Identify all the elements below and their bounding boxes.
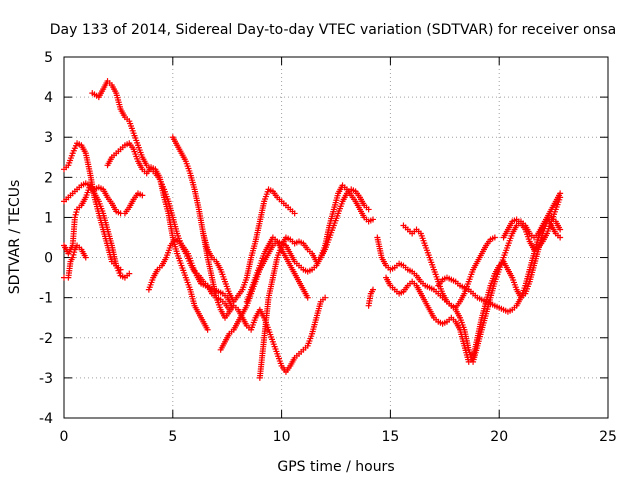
series-trace-markers: [501, 196, 563, 252]
series-trace-markers: [62, 184, 131, 280]
series-trace-9: [200, 186, 298, 305]
series-trace-8: [169, 134, 329, 375]
x-tick-labels: 0 5 10 15 20 25: [60, 429, 617, 445]
series-trace-4: [61, 242, 89, 281]
y-tick-label: -3: [39, 371, 53, 387]
y-tick-label: -4: [39, 411, 53, 427]
y-tick-label: 4: [44, 90, 53, 106]
gridlines: [64, 57, 608, 418]
series-trace-markers: [65, 244, 88, 279]
y-tick-label: -2: [39, 331, 53, 347]
x-axis-label: GPS time / hours: [277, 459, 394, 475]
series-trace-6: [104, 140, 211, 333]
series-trace-1: [61, 140, 124, 273]
series-trace-markers: [366, 288, 375, 307]
y-tick-labels: -4 -3 -2 -1 0 1 2 3 4 5: [39, 50, 53, 427]
y-tick-label: 1: [44, 210, 53, 226]
axis-ticks: [63, 56, 609, 419]
x-tick-label: 10: [273, 429, 291, 445]
y-tick-label: 0: [44, 251, 53, 267]
y-tick-label: 3: [44, 130, 53, 146]
data-points: [61, 78, 564, 381]
y-tick-label: -1: [39, 291, 53, 307]
series-trace-markers: [105, 141, 210, 331]
series-trace-16: [400, 222, 498, 311]
x-tick-label: 15: [381, 429, 399, 445]
series-trace-markers: [384, 216, 563, 363]
y-tick-label: 5: [44, 50, 53, 66]
series-trace-14: [374, 190, 564, 365]
plot-frame: [63, 56, 609, 419]
x-tick-label: 5: [168, 429, 177, 445]
series-trace-markers: [257, 187, 370, 379]
series-trace-10: [217, 182, 376, 353]
series-trace-markers: [63, 141, 122, 271]
series-trace-18: [500, 194, 564, 253]
series-trace-11: [243, 234, 311, 305]
x-tick-label: 25: [599, 429, 617, 445]
y-tick-label: 2: [44, 170, 53, 186]
series-trace-markers: [436, 216, 561, 314]
y-axis-label: SDTVAR / TECUs: [7, 180, 23, 295]
series-trace-markers: [63, 181, 144, 216]
series-trace-12: [256, 186, 372, 381]
series-trace-17: [435, 214, 564, 315]
series-trace-markers: [218, 184, 374, 351]
series-trace-3: [61, 182, 133, 281]
series-trace-markers: [200, 187, 296, 303]
series-trace-13: [365, 286, 376, 309]
chart-title: Day 133 of 2014, Sidereal Day-to-day VTE…: [50, 22, 617, 38]
series-trace-markers: [146, 237, 234, 307]
series-trace-7: [145, 236, 235, 309]
x-tick-label: 0: [60, 429, 69, 445]
x-tick-label: 20: [490, 429, 508, 445]
